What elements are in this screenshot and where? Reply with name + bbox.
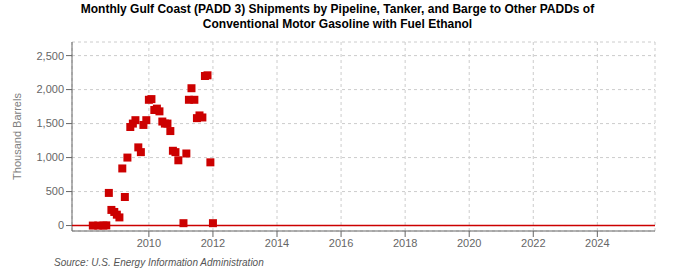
- svg-text:500: 500: [46, 185, 64, 197]
- svg-text:2024: 2024: [585, 237, 609, 249]
- svg-text:2014: 2014: [265, 237, 289, 249]
- svg-text:1,500: 1,500: [36, 117, 64, 129]
- svg-text:2012: 2012: [201, 237, 225, 249]
- svg-text:2020: 2020: [457, 237, 481, 249]
- svg-text:0: 0: [58, 219, 64, 231]
- html-text:Monthly Gulf Coast (PADD 3) Sh: Monthly Gulf Coast (PADD 3) Shipments by…: [80, 2, 595, 16]
- svg-text:2,500: 2,500: [36, 50, 64, 62]
- svg-text:1,000: 1,000: [36, 151, 64, 163]
- svg-text:Thousand Barrels: Thousand Barrels: [11, 93, 23, 180]
- svg-text:2010: 2010: [137, 237, 161, 249]
- svg-text:2016: 2016: [329, 237, 353, 249]
- html-text:Source: U.S. Energy Informatio: Source: U.S. Energy Information Administ…: [54, 257, 264, 268]
- html-text:Conventional Motor Gasoline wi: Conventional Motor Gasoline with Fuel Et…: [202, 17, 473, 31]
- svg-text:2022: 2022: [521, 237, 545, 249]
- svg-text:2018: 2018: [393, 237, 417, 249]
- svg-text:2,000: 2,000: [36, 83, 64, 95]
